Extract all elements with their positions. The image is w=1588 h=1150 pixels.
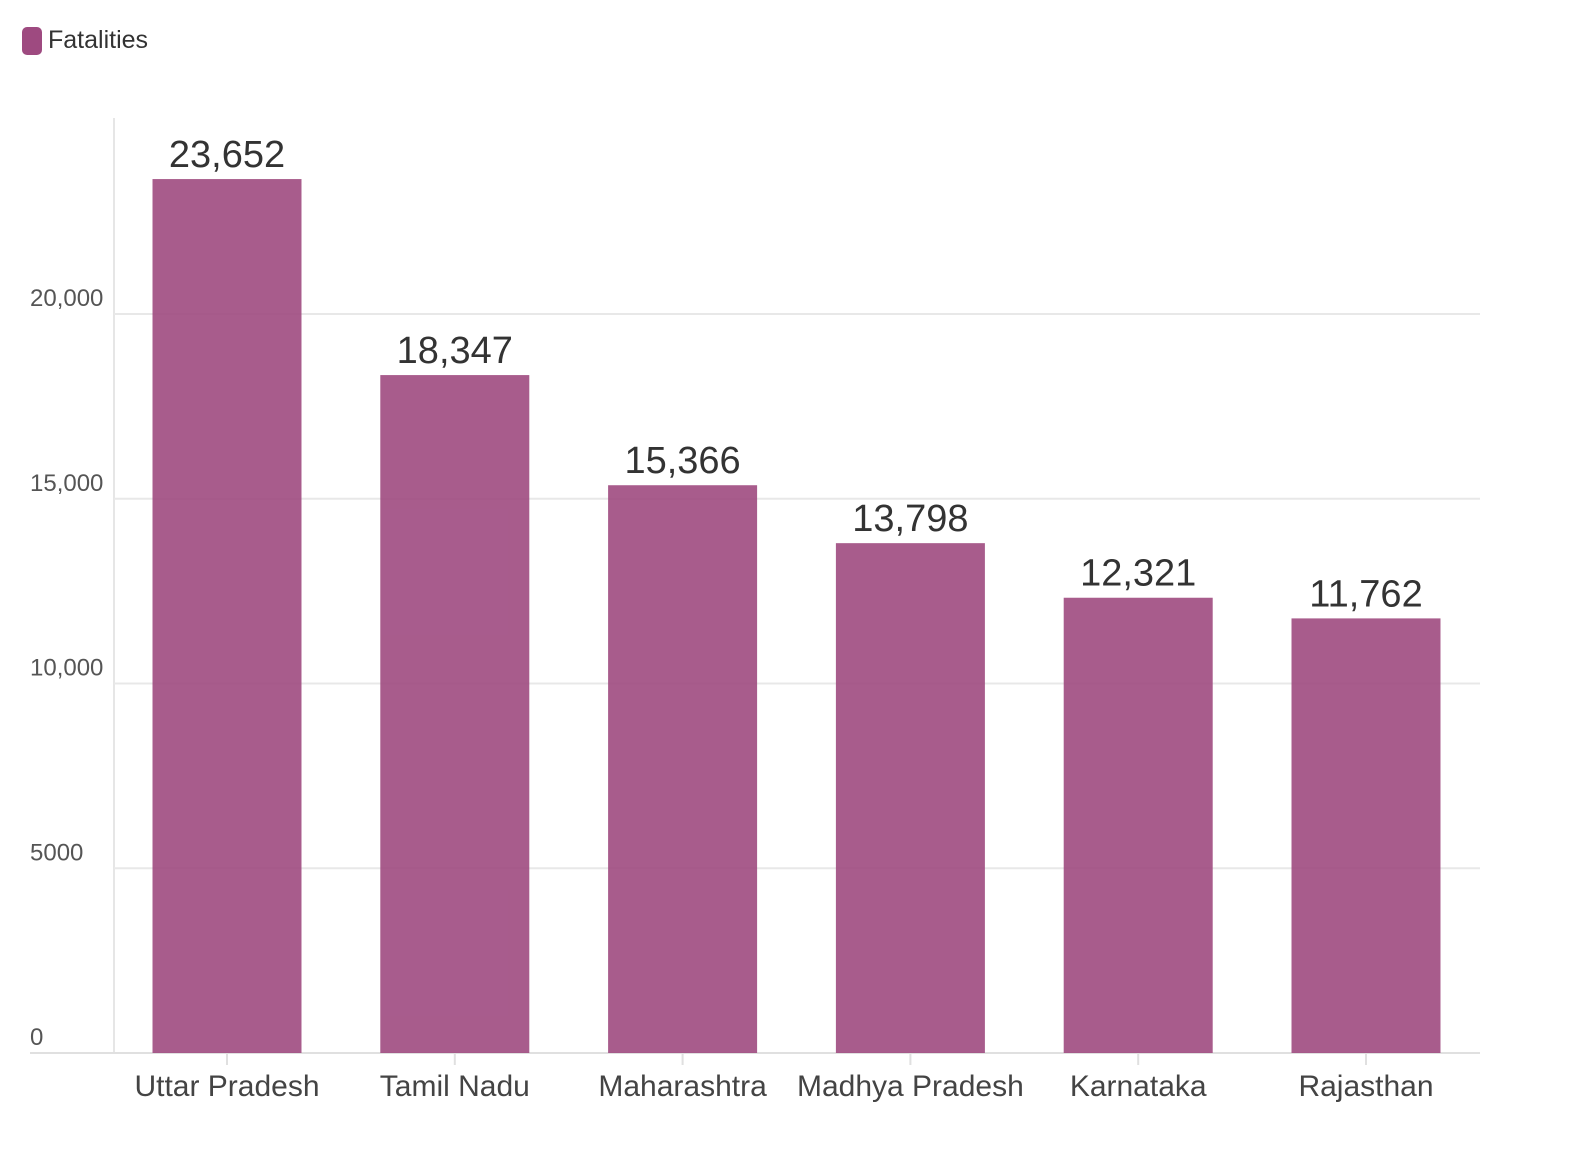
- bar: [1063, 597, 1213, 1053]
- data-label: 18,347: [397, 330, 513, 372]
- bar: [152, 179, 302, 1053]
- y-tick-label: 15,000: [30, 470, 103, 497]
- data-label: 11,762: [1309, 573, 1422, 615]
- x-tick-label: Karnataka: [1070, 1070, 1207, 1103]
- x-tick-label: Rajasthan: [1298, 1070, 1433, 1103]
- bar: [1291, 618, 1441, 1053]
- data-label: 15,366: [624, 440, 740, 482]
- y-tick-label: 5000: [30, 839, 83, 866]
- x-tick-label: Tamil Nadu: [380, 1070, 530, 1103]
- bar: [835, 543, 985, 1053]
- x-tick-label: Maharashtra: [598, 1070, 767, 1103]
- legend-label: Fatalities: [48, 26, 149, 54]
- y-tick-label: 10,000: [30, 655, 103, 682]
- bar: [608, 485, 758, 1053]
- bars: [152, 179, 1441, 1053]
- data-label: 13,798: [852, 498, 968, 540]
- data-label: 23,652: [169, 134, 285, 176]
- x-tick-label: Madhya Pradesh: [797, 1070, 1024, 1103]
- y-tick-label: 0: [30, 1024, 43, 1051]
- y-tick-label: 20,000: [30, 285, 103, 312]
- x-tick-label: Uttar Pradesh: [134, 1070, 319, 1103]
- data-label: 12,321: [1080, 553, 1196, 595]
- legend: Fatalities: [22, 26, 148, 55]
- legend-swatch: [22, 26, 42, 55]
- labels: 0 5000 10,000 15,000 20,000 23,652 Uttar Prade…: [30, 134, 1434, 1103]
- bar: [380, 375, 530, 1053]
